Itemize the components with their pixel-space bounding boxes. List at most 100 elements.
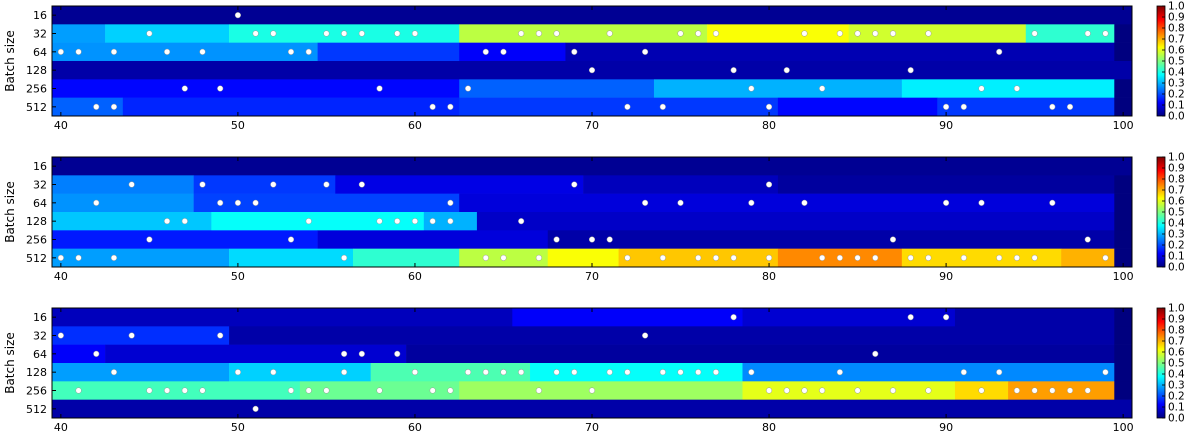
marker-point <box>217 85 224 92</box>
marker-point <box>535 254 542 261</box>
heatmap-cell <box>1114 42 1133 62</box>
marker-point <box>624 369 631 376</box>
x-tick-label: 60 <box>408 421 422 434</box>
marker-point <box>287 236 295 243</box>
y-tick-label: 128 <box>26 366 47 379</box>
marker-point <box>394 218 401 225</box>
marker-point <box>765 254 773 261</box>
marker-point <box>305 218 312 225</box>
marker-point <box>730 254 737 261</box>
marker-point <box>429 387 436 394</box>
colorbar-tick-label: 0.3 <box>1168 78 1185 90</box>
marker-point <box>376 387 383 394</box>
heatmap-cell <box>52 326 230 345</box>
marker-point <box>358 30 365 37</box>
heatmap-cell <box>105 24 230 43</box>
heatmap-cell <box>848 24 1027 43</box>
y-tick-label: 512 <box>26 252 47 265</box>
heatmap-cell <box>937 97 1115 117</box>
marker-point <box>217 332 224 339</box>
marker-point <box>801 387 808 394</box>
marker-point <box>748 369 755 376</box>
marker-point <box>234 199 241 206</box>
x-tick-label: 80 <box>762 119 776 132</box>
marker-point <box>571 181 578 188</box>
marker-point <box>765 103 773 110</box>
marker-point <box>447 218 454 225</box>
marker-point <box>164 387 171 394</box>
heatmap-cell <box>476 212 1115 231</box>
marker-point <box>341 369 348 376</box>
marker-point <box>854 387 861 394</box>
marker-point <box>252 405 259 412</box>
marker-point <box>500 254 507 261</box>
heatmap-cell <box>459 79 655 98</box>
marker-point <box>287 48 295 55</box>
heatmap-cell <box>565 42 1115 62</box>
marker-point <box>128 332 135 339</box>
marker-point <box>624 254 631 261</box>
marker-point <box>712 254 719 261</box>
marker-point <box>889 30 897 37</box>
marker-point <box>1031 387 1038 394</box>
colorbar-tick-label: 0.8 <box>1168 174 1185 186</box>
marker-point <box>695 254 702 261</box>
marker-point <box>164 48 171 55</box>
marker-point <box>93 103 100 110</box>
marker-point <box>606 369 613 376</box>
heatmap-cell <box>122 97 460 117</box>
colorbar-tick-label: 0.8 <box>1168 325 1185 337</box>
marker-point <box>252 199 259 206</box>
marker-point <box>146 387 153 394</box>
colorbar-tick-label: 0.5 <box>1168 207 1185 219</box>
heatmap-cell <box>52 308 513 327</box>
marker-point <box>642 332 649 339</box>
colorbar-tick-label: 0.3 <box>1168 380 1185 392</box>
y-tick-label: 512 <box>26 101 47 114</box>
colorbar-tick-label: 1.0 <box>1168 1 1185 13</box>
x-tick-label: 50 <box>231 270 245 283</box>
colorbar-tick-label: 0.2 <box>1168 89 1185 101</box>
y-tick-label: 128 <box>26 215 47 228</box>
y-axis-label: Batch size <box>3 30 17 92</box>
marker-point <box>323 387 330 394</box>
marker-point <box>535 387 542 394</box>
marker-point <box>943 103 950 110</box>
marker-point <box>659 369 666 376</box>
marker-point <box>518 369 525 376</box>
heatmap-cell <box>52 399 1133 419</box>
marker-point <box>164 218 171 225</box>
heatmap-cell <box>1114 326 1133 345</box>
marker-point <box>1013 254 1020 261</box>
heatmap-cell <box>530 363 743 382</box>
colorbar-tick-label: 0.6 <box>1168 347 1185 359</box>
heatmap-cell <box>105 344 407 364</box>
marker-point <box>907 254 914 261</box>
marker-point <box>553 369 560 376</box>
marker-point <box>358 350 365 357</box>
marker-point <box>482 254 489 261</box>
marker-point <box>358 181 365 188</box>
marker-point <box>783 67 790 74</box>
marker-point <box>889 236 897 243</box>
x-tick-label: 60 <box>408 270 422 283</box>
marker-point <box>1031 254 1038 261</box>
heatmap-cell <box>52 157 1133 176</box>
heatmap-panel-3: 16 32 64 128 256 512 40 50 60 70 80 90 100 Batch size… <box>3 303 1185 435</box>
heatmap-cell <box>459 24 708 43</box>
marker-point <box>712 369 719 376</box>
marker-point <box>110 369 118 376</box>
colorbar-tick-label: 0.4 <box>1168 369 1185 381</box>
heatmap-cell <box>52 24 106 43</box>
marker-point <box>571 48 578 55</box>
heatmap-cell <box>317 230 549 249</box>
heatmap-cell <box>777 175 1115 194</box>
colorbar-tick-label: 0.7 <box>1168 34 1185 46</box>
colorbar-tick-label: 0.8 <box>1168 23 1185 35</box>
heatmap-cell <box>52 363 230 382</box>
marker-point <box>234 12 241 19</box>
y-axis-label: Batch size <box>3 181 17 243</box>
heatmap-cell <box>52 381 301 400</box>
colorbar-tick-label: 0.6 <box>1168 196 1185 208</box>
heatmap-cell <box>1114 79 1133 98</box>
